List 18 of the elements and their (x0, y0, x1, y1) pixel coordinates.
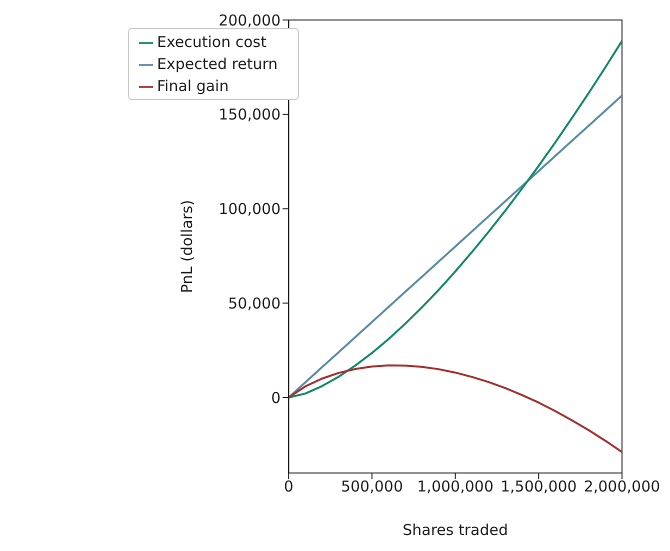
x-tick-label: 500,000 (340, 478, 403, 496)
legend-label: Final gain (157, 77, 229, 95)
y-tick-label: 0 (271, 388, 281, 407)
legend-label: Expected return (157, 55, 278, 73)
line-series (288, 40, 622, 398)
y-tick-label: 200,000 (218, 11, 281, 30)
y-tick-label: 100,000 (218, 200, 281, 218)
x-tick-label: 1,500,000 (500, 478, 577, 496)
x-tick-label: 1,000,000 (417, 478, 494, 496)
y-tick-label: 150,000 (218, 106, 281, 124)
legend-label: Execution cost (157, 33, 266, 51)
y-tick-label: 50,000 (228, 294, 281, 312)
x-axis-title: Shares traded (402, 521, 508, 539)
line-series (288, 94, 622, 398)
y-axis-title: PnL (dollars) (178, 200, 196, 294)
x-tick-label: 2,000,000 (584, 478, 660, 496)
line-series (288, 364, 622, 454)
x-tick-label: 0 (284, 478, 294, 496)
